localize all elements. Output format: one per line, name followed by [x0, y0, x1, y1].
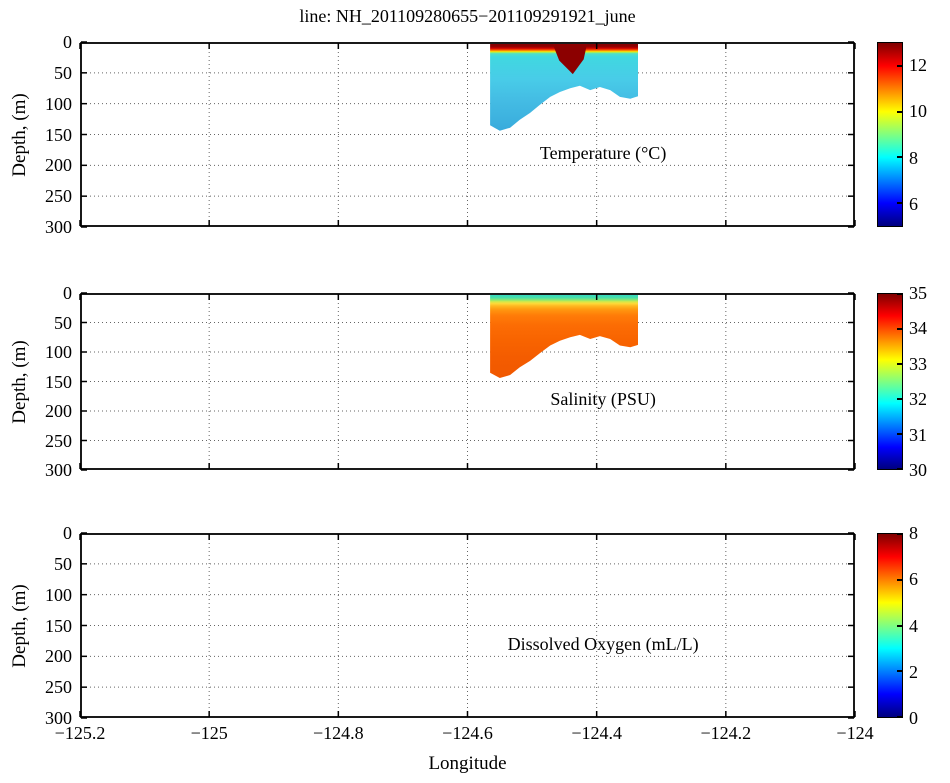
plot-area-temperature — [79, 41, 856, 228]
y-tick-label: 50 — [54, 553, 72, 574]
x-tick-label: −125.2 — [54, 723, 106, 743]
y-tick-label: 50 — [54, 312, 72, 333]
colorbar-tick — [897, 624, 902, 627]
colorbar-tick — [897, 670, 902, 673]
colorbar-tick — [897, 156, 902, 159]
y-tick-label: 150 — [45, 124, 72, 145]
x-tick-label: −124.8 — [313, 723, 364, 743]
colorbar-tick-label: 8 — [909, 523, 918, 543]
colorbar-tick-label: 35 — [909, 283, 927, 303]
salinity-section-patch — [490, 295, 638, 378]
panel-label-salinity: Salinity (PSU) — [550, 389, 656, 410]
colorbar-tick — [897, 64, 902, 67]
y-tick-label: 0 — [63, 523, 72, 543]
y-tick-label: 200 — [45, 155, 72, 176]
gridlines — [82, 295, 853, 468]
x-axis-label: Longitude — [428, 753, 507, 774]
colorbar-dissolved-oxygen — [877, 533, 903, 718]
colorbar-tick-label: 4 — [909, 615, 918, 636]
chart-title: line: NH_201109280655−201109291921_june — [299, 6, 636, 26]
colorbar-tick-label: 30 — [909, 460, 927, 480]
x-tick-label: −125 — [190, 723, 228, 743]
colorbar-tick-label: 33 — [909, 353, 927, 374]
panel-label-temperature: Temperature (°C) — [539, 143, 667, 163]
colorbar-tick — [897, 293, 902, 295]
colorbar-tick-label: 8 — [909, 147, 918, 168]
temperature-section-patch — [490, 44, 638, 131]
y-tick-label: 100 — [45, 93, 72, 114]
colorbar-tick — [897, 716, 902, 718]
colorbar-tick-label: 34 — [909, 318, 927, 339]
tick-marks — [79, 292, 856, 471]
x-tick-label: −124.4 — [571, 723, 622, 743]
x-tick-label: −124.2 — [700, 723, 752, 743]
colorbar-tick-label: 12 — [909, 55, 927, 76]
y-tick-label: 0 — [63, 32, 72, 52]
colorbar-tick — [897, 328, 902, 330]
colorbar-tick-label: 6 — [909, 569, 918, 590]
colorbar-tick — [897, 110, 902, 113]
y-tick-label: 250 — [45, 186, 72, 207]
y-axis-label: Depth, (m) — [9, 92, 30, 177]
warm-surface-intrusion — [552, 44, 587, 75]
y-tick-label: 250 — [45, 677, 72, 698]
y-tick-label: 300 — [45, 217, 72, 237]
colorbar-tick — [897, 202, 902, 205]
colorbar-tick-label: 6 — [909, 193, 918, 214]
y-tick-label: 50 — [54, 62, 72, 83]
plot-area-salinity — [79, 292, 856, 471]
colorbar-tick — [897, 363, 902, 365]
y-tick-label: 300 — [45, 708, 72, 728]
tick-marks — [79, 532, 856, 719]
gridlines — [82, 535, 853, 716]
colorbar-tick-label: 10 — [909, 101, 927, 122]
x-tick-label: −124 — [836, 723, 874, 743]
y-tick-label: 250 — [45, 430, 72, 451]
colorbar-tick-label: 2 — [909, 661, 918, 682]
x-tick-label: −124.6 — [442, 723, 493, 743]
panel-label-dissolved-oxygen: Dissolved Oxygen (mL/L) — [507, 634, 699, 654]
y-axis-label: Depth, (m) — [9, 583, 30, 668]
colorbar-temperature — [877, 42, 903, 227]
colorbar-tick — [897, 398, 902, 400]
y-tick-label: 100 — [45, 342, 72, 362]
colorbar-tick — [897, 468, 902, 470]
plot-area-dissolved-oxygen — [79, 532, 856, 719]
tick-marks — [79, 41, 856, 228]
y-tick-label: 300 — [45, 460, 72, 480]
y-tick-label: 150 — [45, 615, 72, 636]
colorbar-salinity — [877, 293, 903, 470]
y-tick-label: 200 — [45, 646, 72, 667]
y-tick-label: 100 — [45, 584, 72, 605]
colorbar-tick — [897, 533, 902, 535]
y-tick-label: 0 — [63, 283, 72, 303]
colorbar-tick-label: 31 — [909, 424, 927, 445]
colorbar-tick — [897, 578, 902, 581]
colorbar-tick-label: 32 — [909, 389, 927, 410]
colorbar-tick — [897, 433, 902, 435]
gridlines — [82, 44, 853, 225]
y-tick-label: 200 — [45, 401, 72, 421]
colorbar-tick-label: 0 — [909, 708, 918, 728]
y-tick-label: 150 — [45, 371, 72, 392]
y-axis-label: Depth, (m) — [9, 339, 30, 424]
